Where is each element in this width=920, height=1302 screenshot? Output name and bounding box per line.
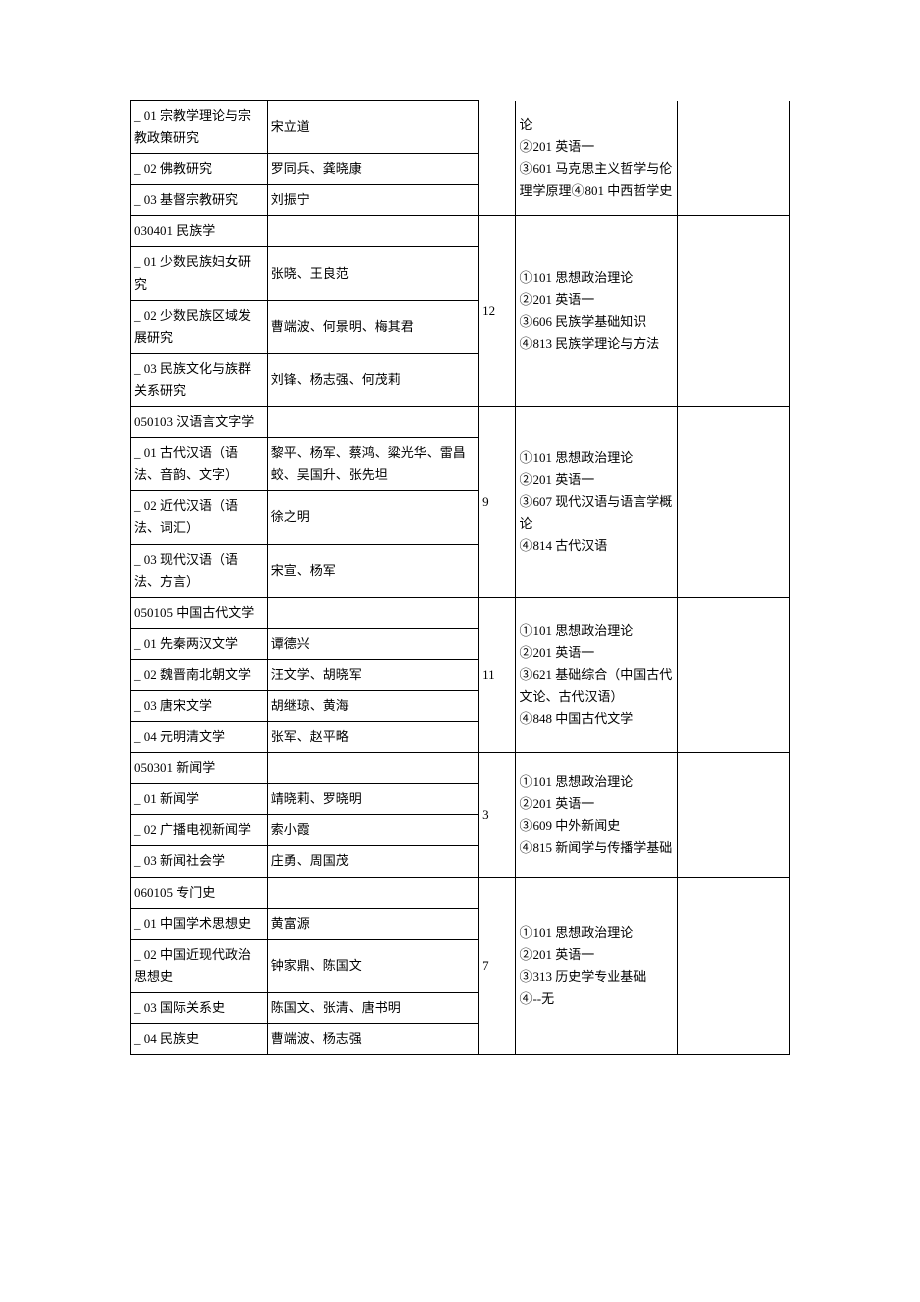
remark-cell xyxy=(678,597,790,752)
advisors-cell: 张军、赵平略 xyxy=(267,722,478,753)
table-row: 030401 民族学12①101 思想政治理论 ②201 英语一 ③606 民族… xyxy=(131,216,790,247)
advisors-cell xyxy=(267,597,478,628)
advisors-cell: 胡继琼、黄海 xyxy=(267,690,478,721)
exam-cell: ①101 思想政治理论 ②201 英语一 ③607 现代汉语与语言学概论 ④81… xyxy=(516,407,678,598)
direction-cell: _ 01 宗教学理论与宗教政策研究 xyxy=(131,101,268,154)
advisors-cell: 刘锋、杨志强、何茂莉 xyxy=(267,353,478,406)
program-table: _ 01 宗教学理论与宗教政策研究宋立道论 ②201 英语一 ③601 马克思主… xyxy=(130,100,790,1055)
direction-cell: 060105 专门史 xyxy=(131,877,268,908)
advisors-cell: 宋立道 xyxy=(267,101,478,154)
quota-cell: 7 xyxy=(479,877,516,1055)
quota-cell: 9 xyxy=(479,407,516,598)
advisors-cell: 黎平、杨军、蔡鸿、粱光华、雷昌蛟、吴国升、张先坦 xyxy=(267,438,478,491)
remark-cell xyxy=(678,216,790,407)
direction-cell: _ 01 少数民族妇女研究 xyxy=(131,247,268,300)
exam-cell: 论 ②201 英语一 ③601 马克思主义哲学与伦理学原理④801 中西哲学史 xyxy=(516,101,678,216)
advisors-cell xyxy=(267,877,478,908)
direction-cell: _ 02 魏晋南北朝文学 xyxy=(131,659,268,690)
remark-cell xyxy=(678,407,790,598)
direction-cell: 050301 新闻学 xyxy=(131,753,268,784)
exam-cell: ①101 思想政治理论 ②201 英语一 ③313 历史学专业基础 ④--无 xyxy=(516,877,678,1055)
exam-cell: ①101 思想政治理论 ②201 英语一 ③606 民族学基础知识 ④813 民… xyxy=(516,216,678,407)
remark-cell xyxy=(678,877,790,1055)
direction-cell: _ 04 民族史 xyxy=(131,1024,268,1055)
advisors-cell: 黄富源 xyxy=(267,908,478,939)
direction-cell: _ 01 先秦两汉文学 xyxy=(131,628,268,659)
advisors-cell: 谭德兴 xyxy=(267,628,478,659)
direction-cell: _ 02 少数民族区域发展研究 xyxy=(131,300,268,353)
direction-cell: _ 03 基督宗教研究 xyxy=(131,185,268,216)
advisors-cell: 刘振宁 xyxy=(267,185,478,216)
remark-cell xyxy=(678,101,790,216)
direction-cell: _ 02 广播电视新闻学 xyxy=(131,815,268,846)
quota-cell xyxy=(479,101,516,216)
direction-cell: _ 03 唐宋文学 xyxy=(131,690,268,721)
advisors-cell: 张晓、王良范 xyxy=(267,247,478,300)
direction-cell: _ 01 古代汉语（语法、音韵、文字） xyxy=(131,438,268,491)
advisors-cell: 陈国文、张清、唐书明 xyxy=(267,992,478,1023)
advisors-cell: 曹端波、杨志强 xyxy=(267,1024,478,1055)
direction-cell: 030401 民族学 xyxy=(131,216,268,247)
advisors-cell: 钟家鼎、陈国文 xyxy=(267,939,478,992)
table-row: _ 01 宗教学理论与宗教政策研究宋立道论 ②201 英语一 ③601 马克思主… xyxy=(131,101,790,154)
remark-cell xyxy=(678,753,790,877)
advisors-cell: 庄勇、周国茂 xyxy=(267,846,478,877)
direction-cell: _ 02 中国近现代政治思想史 xyxy=(131,939,268,992)
direction-cell: 050105 中国古代文学 xyxy=(131,597,268,628)
table-row: 050105 中国古代文学11①101 思想政治理论 ②201 英语一 ③621… xyxy=(131,597,790,628)
direction-cell: _ 04 元明清文学 xyxy=(131,722,268,753)
advisors-cell: 汪文学、胡晓军 xyxy=(267,659,478,690)
advisors-cell: 罗同兵、龚晓康 xyxy=(267,154,478,185)
exam-cell: ①101 思想政治理论 ②201 英语一 ③609 中外新闻史 ④815 新闻学… xyxy=(516,753,678,877)
direction-cell: _ 01 中国学术思想史 xyxy=(131,908,268,939)
direction-cell: _ 03 现代汉语（语法、方言） xyxy=(131,544,268,597)
direction-cell: _ 02 佛教研究 xyxy=(131,154,268,185)
direction-cell: _ 03 新闻社会学 xyxy=(131,846,268,877)
table-row: 060105 专门史7①101 思想政治理论 ②201 英语一 ③313 历史学… xyxy=(131,877,790,908)
quota-cell: 12 xyxy=(479,216,516,407)
direction-cell: _ 03 民族文化与族群关系研究 xyxy=(131,353,268,406)
direction-cell: 050103 汉语言文字学 xyxy=(131,407,268,438)
direction-cell: _ 02 近代汉语（语法、词汇） xyxy=(131,491,268,544)
advisors-cell: 徐之明 xyxy=(267,491,478,544)
quota-cell: 3 xyxy=(479,753,516,877)
table-row: 050103 汉语言文字学9①101 思想政治理论 ②201 英语一 ③607 … xyxy=(131,407,790,438)
advisors-cell: 靖晓莉、罗晓明 xyxy=(267,784,478,815)
advisors-cell xyxy=(267,753,478,784)
advisors-cell xyxy=(267,407,478,438)
quota-cell: 11 xyxy=(479,597,516,752)
direction-cell: _ 03 国际关系史 xyxy=(131,992,268,1023)
advisors-cell: 索小霞 xyxy=(267,815,478,846)
advisors-cell: 宋宣、杨军 xyxy=(267,544,478,597)
table-row: 050301 新闻学3①101 思想政治理论 ②201 英语一 ③609 中外新… xyxy=(131,753,790,784)
exam-cell: ①101 思想政治理论 ②201 英语一 ③621 基础综合（中国古代文论、古代… xyxy=(516,597,678,752)
direction-cell: _ 01 新闻学 xyxy=(131,784,268,815)
advisors-cell xyxy=(267,216,478,247)
advisors-cell: 曹端波、何景明、梅其君 xyxy=(267,300,478,353)
